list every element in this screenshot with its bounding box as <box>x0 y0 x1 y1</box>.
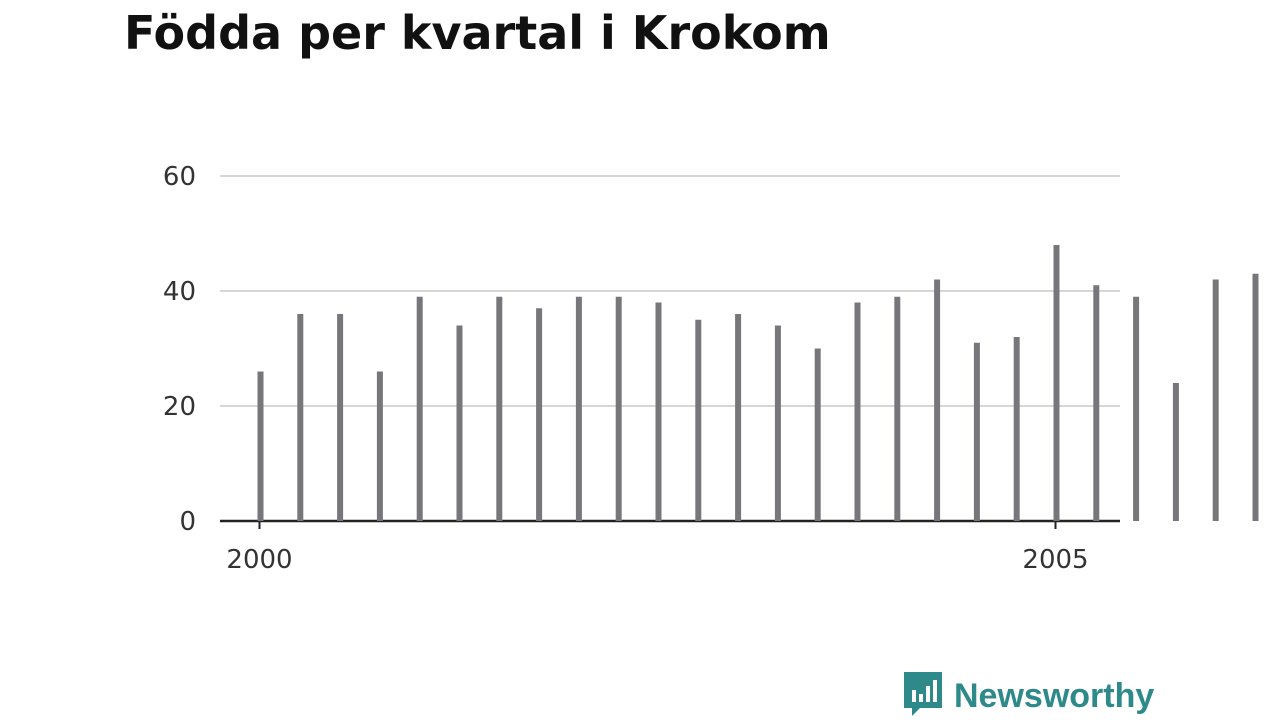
y-axis-ticks: 0 20 40 60 <box>163 162 196 537</box>
y-tick-label: 60 <box>163 162 196 192</box>
bar <box>417 297 423 521</box>
bar <box>815 349 821 522</box>
bar <box>656 303 662 522</box>
x-tick-label: 2000 <box>226 545 292 575</box>
y-tick-label: 40 <box>163 277 196 307</box>
bar <box>616 297 622 521</box>
bar <box>1054 245 1060 521</box>
bar <box>496 297 502 521</box>
x-axis-ticks: 200020052010201520202025 <box>226 521 1280 575</box>
bar <box>536 308 542 521</box>
bar <box>934 280 940 522</box>
brand-name: Newsworthy <box>954 677 1154 716</box>
bar-series <box>258 176 1280 521</box>
bar <box>1173 383 1179 521</box>
y-tick-label: 0 <box>179 507 196 537</box>
y-tick-label: 20 <box>163 392 196 422</box>
bar <box>1133 297 1139 521</box>
bar <box>1014 337 1020 521</box>
bar <box>855 303 861 522</box>
bar <box>735 314 741 521</box>
brand-logo: Newsworthy <box>902 670 1154 722</box>
bar <box>695 320 701 521</box>
bar <box>576 297 582 521</box>
bar <box>337 314 343 521</box>
bar <box>457 326 463 522</box>
x-tick-label: 2005 <box>1022 545 1088 575</box>
bar <box>1213 280 1219 522</box>
gridlines <box>220 176 1120 521</box>
bar <box>775 326 781 522</box>
bar <box>297 314 303 521</box>
bar <box>377 372 383 522</box>
bar <box>1093 285 1099 521</box>
bar <box>974 343 980 521</box>
bar <box>1253 274 1259 521</box>
bar <box>894 297 900 521</box>
bar-chart-bubble-icon <box>902 670 944 722</box>
bar <box>258 372 264 522</box>
